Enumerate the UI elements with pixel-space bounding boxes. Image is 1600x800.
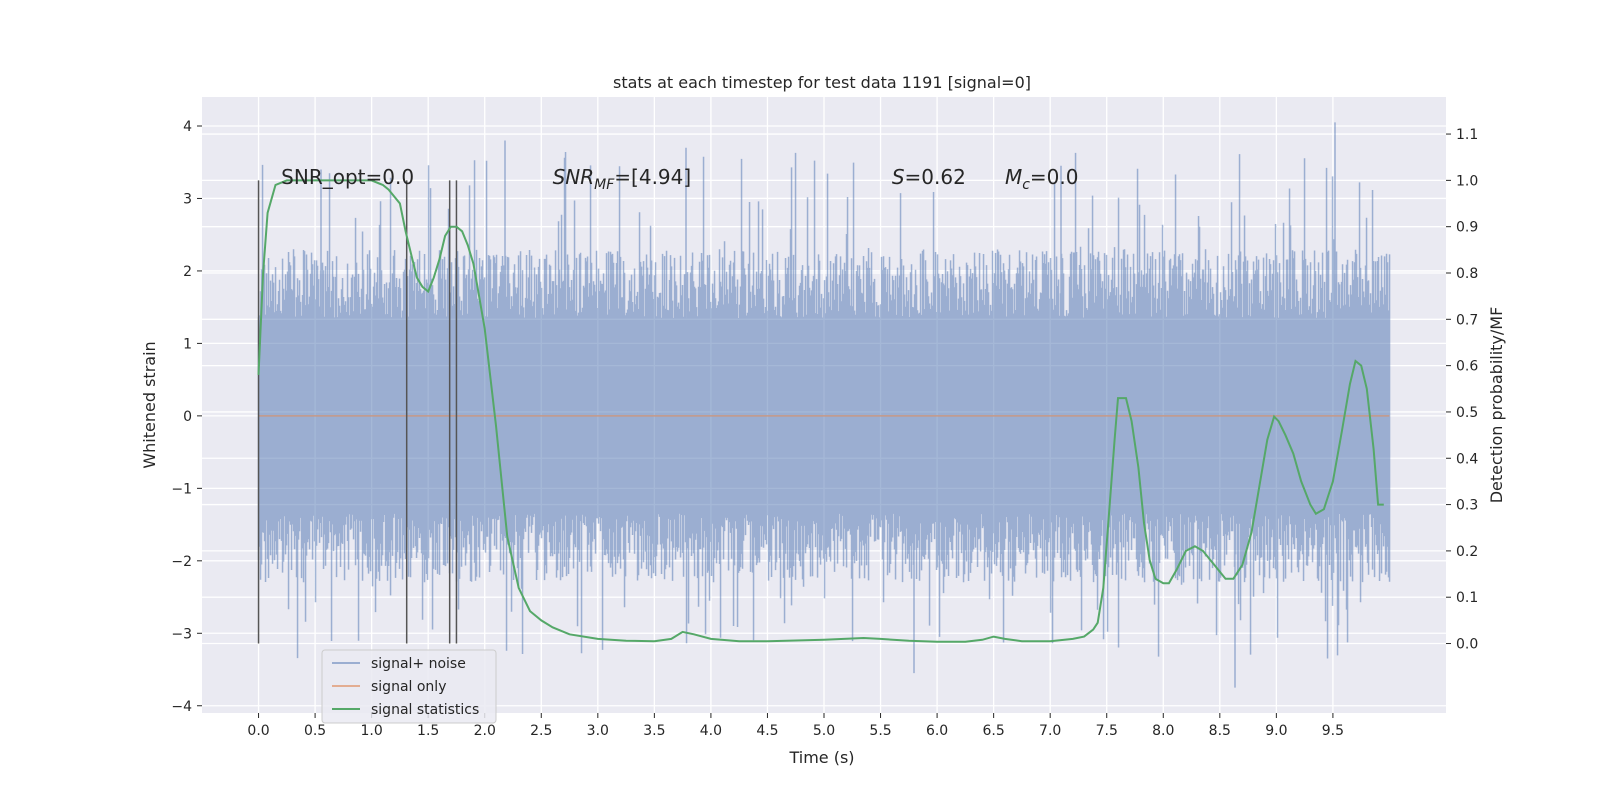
x-tick-label: 7.0 — [1039, 723, 1061, 739]
y-tick-label: −2 — [171, 554, 192, 570]
x-tick-label: 6.0 — [926, 723, 948, 739]
y-tick-label: 2 — [183, 264, 192, 280]
chart-title: stats at each timestep for test data 119… — [613, 73, 1031, 92]
x-tick-label: 4.0 — [700, 723, 722, 739]
y2-tick-label: 0.8 — [1456, 266, 1478, 282]
x-tick-label: 1.5 — [417, 723, 439, 739]
x-tick-label: 3.0 — [587, 723, 609, 739]
x-tick-label: 5.5 — [869, 723, 891, 739]
y2-tick-label: 1.1 — [1456, 127, 1478, 143]
y-tick-label: −3 — [171, 626, 192, 642]
x-tick-label: 2.5 — [530, 723, 552, 739]
x-tick-label: 0.5 — [304, 723, 326, 739]
y-tick-label: 0 — [183, 409, 192, 425]
annotation: SNRMF=[4.94] — [553, 165, 692, 193]
x-tick-label: 8.0 — [1152, 723, 1174, 739]
x-tick-label: 2.0 — [474, 723, 496, 739]
series-signal-statistics — [257, 179, 1384, 643]
legend-label-signal-only: signal only — [371, 679, 446, 695]
x-axis-label: Time (s) — [788, 748, 854, 767]
y-tick-label: 4 — [183, 119, 192, 135]
y2-tick-label: 0.5 — [1456, 405, 1478, 421]
y2-tick-label: 0.7 — [1456, 312, 1478, 328]
y2-tick-label: 0.0 — [1456, 637, 1478, 653]
y-tick-label: 3 — [183, 191, 192, 207]
y2-tick-label: 0.1 — [1456, 590, 1478, 606]
y2-tick-label: 0.3 — [1456, 498, 1478, 514]
x-tick-label: 3.5 — [643, 723, 665, 739]
annotation: S=0.62 — [892, 165, 966, 189]
y-axis-label: Whitened strain — [140, 341, 159, 468]
x-tick-label: 4.5 — [756, 723, 778, 739]
x-tick-label: 1.0 — [361, 723, 383, 739]
legend-label-noise: signal+ noise — [371, 656, 466, 672]
x-tick-label: 7.5 — [1096, 723, 1118, 739]
annotation: SNR_opt=0.0 — [281, 165, 414, 189]
legend: signal+ noise signal only signal statist… — [321, 649, 497, 724]
x-tick-label: 0.0 — [247, 723, 269, 739]
annotation: Mc=0.0 — [1005, 165, 1079, 193]
vertical-markers — [257, 180, 458, 644]
x-tick-label: 6.5 — [983, 723, 1005, 739]
x-tick-label: 9.5 — [1322, 723, 1344, 739]
legend-box — [321, 649, 497, 724]
y-tick-label: −4 — [171, 699, 192, 715]
x-tick-label: 9.0 — [1265, 723, 1287, 739]
y2-axis-label: Detection probability/MF — [1487, 307, 1506, 504]
y2-tick-label: 0.9 — [1456, 220, 1478, 236]
y2-tick-label: 0.2 — [1456, 544, 1478, 560]
annotations: SNR_opt=0.0 SNRMF=[4.94] S=0.62 Mc=0.0 — [281, 165, 1078, 193]
x-tick-label: 5.0 — [813, 723, 835, 739]
axes: 0.0 0.5 1.0 1.5 2.0 2.5 3.0 3.5 4.0 4.5 5.0 5.5 6.0 6… — [171, 119, 1478, 739]
y-tick-label: −1 — [171, 481, 192, 497]
y2-tick-label: 0.6 — [1456, 359, 1478, 375]
y-tick-label: 1 — [183, 336, 192, 352]
legend-label-statistics: signal statistics — [371, 702, 479, 718]
statistics-line — [257, 179, 1384, 643]
x-tick-label: 8.5 — [1209, 723, 1231, 739]
y2-tick-label: 0.4 — [1456, 451, 1478, 467]
y2-tick-label: 1.0 — [1456, 173, 1478, 189]
